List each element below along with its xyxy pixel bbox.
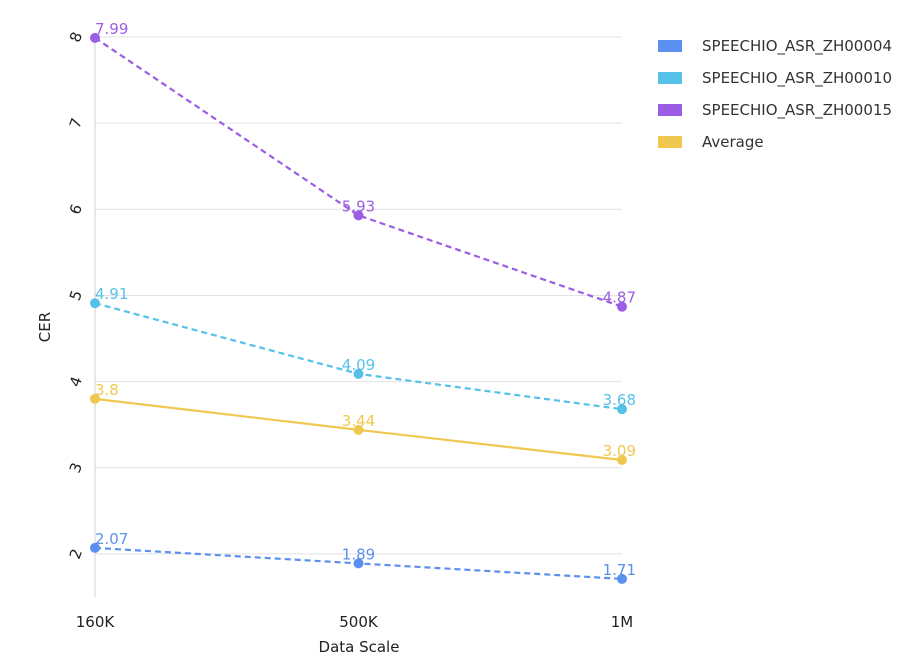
data-point (90, 32, 100, 43)
legend-item[interactable]: SPEECHIO_ASR_ZH00004 (658, 37, 892, 56)
grid (95, 36, 622, 555)
series-2: 7.99 5.93 4.87 (90, 20, 636, 312)
data-point (90, 298, 100, 309)
data-point (353, 368, 364, 379)
legend-item[interactable]: SPEECHIO_ASR_ZH00010 (658, 69, 892, 88)
data-point (90, 393, 100, 404)
y-tick-label: 7 (66, 116, 86, 131)
x-tick-label: 1M (611, 613, 634, 631)
legend-swatch (658, 40, 682, 52)
series-1: 4.91 4.09 3.68 (90, 285, 636, 415)
y-tick-labels: 2 3 4 5 6 7 8 (66, 29, 86, 561)
legend-swatch (658, 136, 682, 148)
data-label: 1.89 (342, 545, 375, 563)
data-label: 7.99 (95, 20, 128, 38)
legend: SPEECHIO_ASR_ZH00004 SPEECHIO_ASR_ZH00010… (658, 37, 892, 151)
data-label: 3.09 (603, 442, 636, 460)
legend-label: SPEECHIO_ASR_ZH00010 (702, 69, 892, 88)
legend-label: SPEECHIO_ASR_ZH00004 (702, 37, 892, 56)
data-label: 1.71 (603, 561, 636, 579)
legend-item[interactable]: SPEECHIO_ASR_ZH00015 (658, 101, 892, 120)
y-tick-label: 5 (66, 288, 86, 303)
data-point (90, 542, 100, 553)
legend-label: SPEECHIO_ASR_ZH00015 (702, 101, 892, 120)
y-axis-label: CER (36, 312, 54, 342)
data-point (617, 455, 627, 466)
x-axis-label: Data Scale (319, 638, 400, 655)
data-label: 4.87 (603, 289, 636, 307)
data-point (617, 301, 627, 312)
x-tick-label: 160K (76, 613, 116, 631)
y-tick-label: 8 (66, 29, 86, 44)
data-label: 4.91 (95, 285, 128, 303)
data-label: 3.68 (603, 391, 636, 409)
x-tick-labels: 160K 500K 1M (76, 613, 633, 631)
series-group: 2.071.891.714.914.093.687.995.934.873.83… (90, 20, 636, 584)
series-3: 3.8 3.44 3.09 (90, 381, 636, 466)
legend-swatch (658, 72, 682, 84)
data-label: 2.07 (95, 530, 128, 548)
data-label: 4.09 (342, 356, 375, 374)
y-tick-label: 6 (66, 202, 86, 217)
y-tick-label: 3 (66, 460, 86, 475)
legend-swatch (658, 104, 682, 116)
x-tick-label: 500K (339, 613, 379, 631)
legend-item[interactable]: Average (658, 133, 764, 151)
data-point (353, 210, 364, 221)
data-point (617, 404, 627, 415)
data-point (353, 558, 364, 569)
y-tick-label: 2 (66, 546, 86, 561)
data-point (353, 424, 364, 435)
data-label: 3.8 (95, 381, 119, 399)
series-0: 2.07 1.89 1.71 (90, 530, 636, 584)
y-tick-label: 4 (66, 374, 86, 389)
data-point (617, 573, 627, 584)
legend-label: Average (702, 133, 764, 151)
data-label: 3.44 (342, 412, 375, 430)
data-label: 5.93 (342, 197, 375, 215)
series-line (94, 36, 623, 308)
